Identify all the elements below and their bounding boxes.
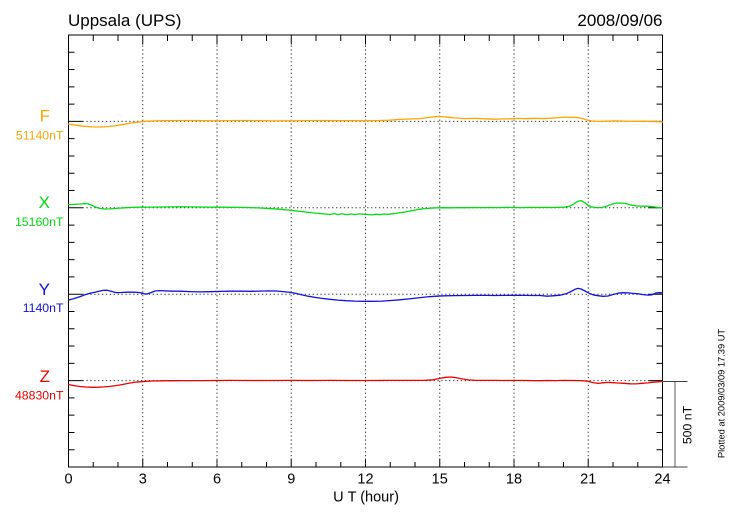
svg-text:U T (hour): U T (hour) xyxy=(333,490,399,506)
svg-text:9: 9 xyxy=(287,472,295,488)
svg-text:500 nT: 500 nT xyxy=(681,405,695,444)
svg-text:0: 0 xyxy=(64,472,72,488)
svg-text:15: 15 xyxy=(432,472,448,488)
svg-text:12: 12 xyxy=(357,472,373,488)
svg-text:51140nT: 51140nT xyxy=(16,128,64,142)
svg-text:15160nT: 15160nT xyxy=(15,215,64,229)
svg-text:21: 21 xyxy=(580,472,596,488)
svg-text:48830nT: 48830nT xyxy=(15,389,64,403)
svg-text:F: F xyxy=(40,107,50,126)
svg-text:Plotted at 2009/03/09 17.39 UT: Plotted at 2009/03/09 17.39 UT xyxy=(717,329,727,459)
svg-text:X: X xyxy=(39,193,50,212)
svg-text:6: 6 xyxy=(213,472,221,488)
svg-text:1140nT: 1140nT xyxy=(23,301,64,315)
svg-text:2008/09/06: 2008/09/06 xyxy=(577,11,662,30)
svg-text:Z: Z xyxy=(40,367,50,386)
svg-text:Uppsala (UPS): Uppsala (UPS) xyxy=(68,11,181,30)
svg-text:18: 18 xyxy=(506,472,522,488)
svg-text:24: 24 xyxy=(654,472,670,488)
svg-text:Y: Y xyxy=(39,280,50,299)
svg-text:3: 3 xyxy=(139,472,147,488)
